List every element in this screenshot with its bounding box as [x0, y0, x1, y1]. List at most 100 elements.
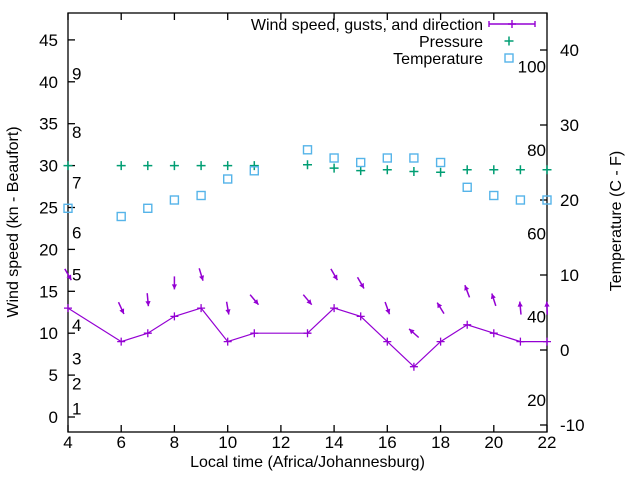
- y-left-tick-label: 15: [39, 282, 58, 301]
- wind-speed-marker: [463, 320, 472, 329]
- wind-speed-marker: [170, 312, 179, 321]
- temperature-marker: [542, 195, 552, 205]
- temperature-marker: [143, 203, 153, 214]
- fahrenheit-scale-label: 60: [527, 224, 546, 243]
- x-tick-label: 22: [538, 433, 557, 452]
- wind-direction-arrow-head: [544, 301, 550, 307]
- wind-speed-line: [67, 307, 547, 368]
- wind-direction-arrow-head: [332, 274, 338, 281]
- x-tick-label: 14: [325, 433, 344, 452]
- x-tick-label: 6: [116, 433, 125, 452]
- y-right-tick-label: -10: [560, 416, 585, 435]
- y-left-tick-label: 5: [49, 366, 58, 385]
- y-left-tick-label: 45: [39, 31, 58, 50]
- wind-speed-marker: [250, 329, 259, 338]
- wind-direction-arrow-head: [306, 299, 312, 305]
- temperature-marker: [169, 195, 180, 205]
- wind-direction-arrow-head: [66, 274, 72, 281]
- pressure-marker: [515, 165, 525, 175]
- y-axis-right-title: Temperature (C - F): [608, 150, 625, 292]
- temperature-marker: [462, 182, 472, 193]
- y-right-tick-label: 20: [560, 191, 579, 210]
- wind-speed-marker: [409, 362, 418, 371]
- pressure-marker: [223, 161, 233, 171]
- wind-speed-marker: [436, 337, 445, 346]
- pressure-marker: [489, 165, 499, 175]
- y-right-tick-label: 40: [560, 41, 579, 60]
- wind-speed-marker: [143, 329, 152, 338]
- beaufort-scale-label: 6: [72, 224, 81, 243]
- pressure-marker: [303, 160, 312, 170]
- y-left-tick-label: 30: [39, 157, 58, 176]
- wind-direction-arrow-head: [490, 293, 496, 300]
- beaufort-scale-label: 7: [72, 173, 81, 192]
- temperature-marker: [196, 190, 206, 201]
- beaufort-scale-label: 8: [72, 123, 81, 142]
- wind-direction-arrow-head: [464, 285, 470, 291]
- y-left-tick-label: 35: [39, 115, 58, 134]
- pressure-marker: [63, 161, 73, 171]
- temperature-marker: [249, 166, 260, 176]
- y-left-tick-label: 0: [49, 408, 58, 427]
- legend-sample-windline-plus: [508, 20, 516, 28]
- x-tick-label: 4: [63, 433, 72, 452]
- legend-label: Pressure: [419, 34, 483, 51]
- legend-label: Wind speed, gusts, and direction: [251, 17, 483, 34]
- beaufort-scale-label: 4: [72, 316, 81, 335]
- fahrenheit-scale-label: 20: [527, 391, 546, 410]
- wind-speed-marker: [383, 337, 392, 346]
- legend-label: Temperature: [393, 51, 483, 68]
- y-left-tick-label: 40: [39, 73, 58, 92]
- temperature-marker: [409, 153, 419, 163]
- legend-sample-plus: [504, 36, 514, 46]
- legend-sample-square: [504, 53, 514, 63]
- temperature-marker: [222, 174, 233, 184]
- beaufort-scale-label: 9: [72, 64, 81, 83]
- wind-direction-arrow-head: [409, 328, 415, 335]
- temperature-marker: [302, 145, 313, 155]
- y-left-tick-label: 25: [39, 199, 58, 218]
- wind-direction-arrow-head: [225, 309, 231, 315]
- wind-speed-marker: [330, 304, 339, 313]
- fahrenheit-scale-label: 100: [518, 58, 546, 77]
- x-tick-label: 16: [378, 433, 397, 452]
- temperature-marker: [435, 157, 446, 168]
- pressure-marker: [143, 161, 153, 171]
- x-tick-label: 12: [271, 433, 290, 452]
- pressure-marker: [462, 165, 472, 175]
- y-left-tick-label: 20: [39, 240, 58, 259]
- temperature-marker: [356, 157, 366, 168]
- x-tick-label: 18: [431, 433, 450, 452]
- y-right-tick-label: 10: [560, 266, 579, 285]
- wind-direction-arrow-head: [145, 301, 151, 307]
- pressure-marker: [542, 165, 552, 175]
- wind-speed-marker: [223, 337, 232, 346]
- pressure-marker: [382, 165, 392, 175]
- pressure-marker: [196, 161, 206, 171]
- x-tick-label: 20: [484, 433, 503, 452]
- beaufort-scale-label: 3: [72, 349, 81, 368]
- y-axis-left-title: Wind speed (kn - Beaufort): [5, 126, 22, 318]
- wind-direction-arrow-head: [253, 299, 259, 305]
- wind-direction-arrow-head: [119, 308, 125, 314]
- fahrenheit-scale-label: 40: [527, 308, 546, 327]
- wind-direction-arrow-head: [199, 275, 204, 281]
- wind-speed-marker: [543, 337, 551, 346]
- temperature-marker: [489, 190, 499, 201]
- x-tick-label: 8: [170, 433, 179, 452]
- fahrenheit-scale-label: 80: [527, 141, 546, 160]
- wind-speed-marker: [489, 329, 498, 338]
- wind-speed-marker: [117, 337, 126, 346]
- pressure-marker: [116, 161, 126, 171]
- wind-direction-arrow-head: [359, 282, 364, 289]
- pressure-marker: [169, 161, 179, 171]
- y-left-tick-label: 10: [39, 324, 58, 343]
- wind-speed-marker: [197, 304, 206, 313]
- wind-direction-arrow-head: [385, 308, 391, 315]
- temperature-marker: [116, 211, 126, 222]
- y-right-tick-label: 30: [560, 116, 579, 135]
- pressure-marker: [409, 167, 419, 176]
- beaufort-scale-label: 1: [72, 400, 81, 419]
